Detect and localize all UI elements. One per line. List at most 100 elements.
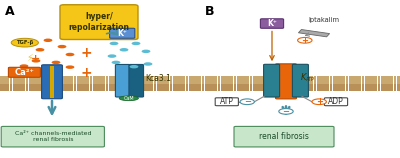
Bar bbox=[365, 84, 368, 91]
Bar bbox=[150, 84, 153, 91]
Bar bbox=[112, 76, 115, 84]
Bar bbox=[275, 76, 278, 84]
Bar bbox=[304, 84, 307, 91]
Bar bbox=[243, 76, 246, 84]
FancyBboxPatch shape bbox=[129, 64, 144, 97]
Bar bbox=[192, 84, 195, 91]
Text: B: B bbox=[205, 5, 214, 18]
Bar bbox=[224, 76, 227, 84]
Bar bbox=[285, 76, 288, 84]
Circle shape bbox=[130, 65, 138, 68]
Bar bbox=[298, 76, 300, 84]
Text: +: + bbox=[30, 54, 40, 64]
Bar bbox=[35, 84, 38, 91]
Circle shape bbox=[32, 59, 40, 63]
Bar bbox=[6, 76, 9, 84]
Bar bbox=[45, 84, 48, 91]
Bar bbox=[134, 84, 137, 91]
Bar bbox=[282, 84, 284, 91]
Bar bbox=[288, 84, 291, 91]
Bar bbox=[211, 84, 214, 91]
Text: ⚡: ⚡ bbox=[26, 53, 33, 63]
Bar bbox=[182, 76, 185, 84]
Ellipse shape bbox=[119, 96, 138, 101]
Bar bbox=[125, 76, 128, 84]
Bar bbox=[387, 76, 390, 84]
Bar bbox=[115, 76, 118, 84]
Bar bbox=[45, 76, 48, 84]
Circle shape bbox=[240, 99, 254, 105]
Text: TGF-β: TGF-β bbox=[16, 40, 34, 45]
Bar bbox=[394, 76, 396, 84]
Bar bbox=[109, 76, 112, 84]
Bar bbox=[301, 76, 304, 84]
Text: K: K bbox=[301, 73, 307, 82]
Bar bbox=[397, 84, 400, 91]
Circle shape bbox=[108, 54, 116, 58]
Bar bbox=[170, 76, 172, 84]
Bar bbox=[67, 76, 70, 84]
Bar bbox=[259, 84, 262, 91]
Circle shape bbox=[132, 42, 140, 45]
Bar bbox=[333, 76, 336, 84]
Bar bbox=[0, 76, 3, 84]
Bar bbox=[250, 84, 252, 91]
Circle shape bbox=[110, 42, 118, 45]
Bar bbox=[147, 76, 150, 84]
Bar bbox=[58, 84, 60, 91]
Bar bbox=[6, 84, 9, 91]
Bar bbox=[90, 84, 92, 91]
Bar bbox=[173, 76, 176, 84]
Bar bbox=[390, 76, 393, 84]
FancyBboxPatch shape bbox=[292, 64, 308, 97]
Bar bbox=[397, 76, 400, 84]
Text: K⁺: K⁺ bbox=[267, 19, 277, 28]
Bar bbox=[355, 84, 358, 91]
Bar bbox=[317, 84, 320, 91]
Bar bbox=[314, 76, 316, 84]
Circle shape bbox=[279, 109, 293, 114]
Bar bbox=[362, 76, 364, 84]
Bar bbox=[368, 84, 371, 91]
Bar bbox=[224, 84, 227, 91]
Bar bbox=[86, 76, 89, 84]
Bar bbox=[141, 76, 144, 84]
Text: Iptakalim: Iptakalim bbox=[308, 17, 340, 23]
Bar bbox=[99, 84, 102, 91]
Bar bbox=[301, 84, 304, 91]
Bar bbox=[125, 84, 128, 91]
Bar bbox=[358, 76, 361, 84]
Bar bbox=[176, 84, 179, 91]
Bar bbox=[269, 84, 272, 91]
Bar bbox=[160, 84, 163, 91]
Bar bbox=[141, 84, 144, 91]
Bar bbox=[253, 76, 256, 84]
Bar bbox=[291, 84, 294, 91]
FancyBboxPatch shape bbox=[115, 64, 130, 97]
Bar bbox=[83, 76, 86, 84]
Bar bbox=[90, 76, 92, 84]
Bar bbox=[26, 84, 28, 91]
Bar bbox=[352, 76, 355, 84]
Bar bbox=[237, 84, 240, 91]
Bar bbox=[202, 76, 204, 84]
Circle shape bbox=[28, 43, 36, 46]
Bar bbox=[374, 76, 377, 84]
Bar bbox=[326, 76, 329, 84]
Bar bbox=[291, 76, 294, 84]
FancyBboxPatch shape bbox=[264, 64, 280, 97]
Bar bbox=[288, 76, 291, 84]
Bar bbox=[333, 84, 336, 91]
Bar bbox=[330, 76, 332, 84]
Bar bbox=[390, 84, 393, 91]
Bar bbox=[176, 76, 179, 84]
Bar bbox=[29, 84, 32, 91]
Bar bbox=[250, 76, 252, 84]
Bar bbox=[304, 76, 307, 84]
Bar bbox=[54, 76, 57, 84]
Bar bbox=[266, 76, 268, 84]
Bar bbox=[192, 76, 195, 84]
Bar bbox=[58, 76, 60, 84]
Bar bbox=[230, 84, 233, 91]
Bar bbox=[237, 76, 240, 84]
